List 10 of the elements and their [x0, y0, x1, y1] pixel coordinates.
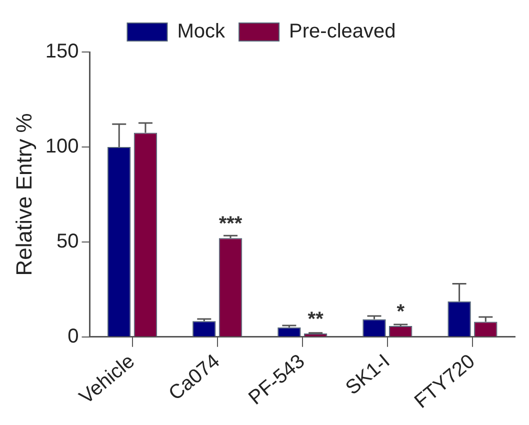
annotation: ***: [218, 213, 242, 236]
legend-label: Mock: [177, 20, 226, 43]
y-tick-label: 50: [56, 230, 79, 252]
y-tick-label: 150: [45, 40, 79, 63]
y-axis-title: Relative Entry %: [11, 113, 36, 276]
annotation: **: [308, 308, 324, 330]
annotation: *: [396, 301, 405, 324]
legend-label: Pre-cleaved: [289, 20, 396, 43]
y-tick-label: 0: [68, 325, 79, 348]
y-tick-label: 100: [45, 135, 79, 158]
